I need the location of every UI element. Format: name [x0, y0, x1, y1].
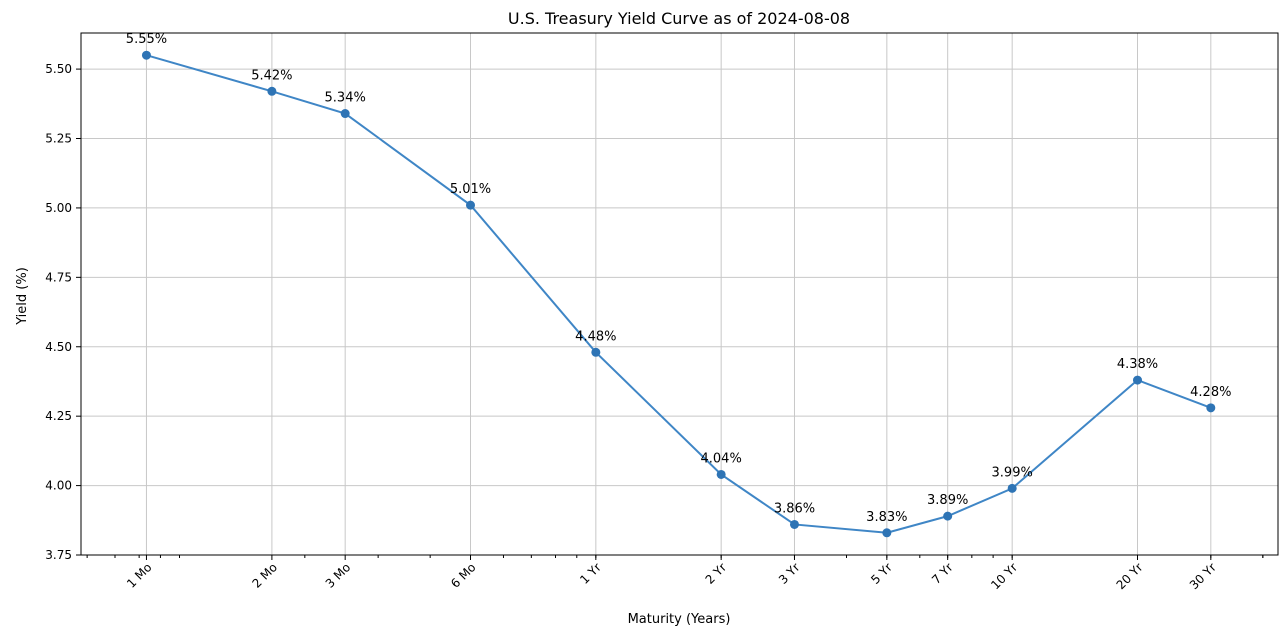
y-tick-label: 5.25: [45, 132, 72, 146]
y-tick-label: 4.50: [45, 340, 72, 354]
data-label: 5.01%: [450, 182, 491, 197]
grid: [81, 33, 1278, 556]
x-axis-ticks: 1 Mo 2 Mo 3 Mo 6 Mo 1 Yr 2 Yr 3 Yr 5 Yr 7 Yr 10 Y…: [86, 555, 1264, 592]
x-tick-label: 6 Mo: [448, 560, 479, 591]
data-label: 4.48%: [575, 329, 616, 344]
data-label: 3.86%: [774, 501, 815, 516]
series-yield: [141, 50, 1216, 538]
data-labels: 5.55% 5.42% 5.34% 5.01% 4.48% 4.04% 3.86% 3.83%…: [126, 32, 1232, 525]
x-tick-label: 5 Yr: [868, 560, 895, 587]
x-tick-label: 20 Yr: [1114, 560, 1146, 592]
x-tick-label: 1 Yr: [577, 560, 604, 587]
data-point: [466, 200, 476, 210]
x-axis-label: Maturity (Years): [628, 612, 731, 627]
data-label: 4.28%: [1190, 385, 1231, 400]
data-point: [716, 469, 726, 479]
y-axis-label: Yield (%): [15, 267, 30, 326]
data-point: [1007, 483, 1017, 493]
data-point: [340, 109, 350, 119]
data-point: [591, 347, 601, 357]
y-tick-label: 4.75: [45, 270, 72, 284]
data-label: 5.55%: [126, 32, 167, 47]
y-tick-label: 4.00: [45, 479, 72, 493]
data-point: [267, 86, 277, 96]
x-tick-label: 2 Yr: [703, 560, 730, 587]
x-tick-label: 2 Mo: [249, 560, 280, 591]
data-label: 4.04%: [701, 451, 742, 466]
data-label: 5.34%: [325, 91, 366, 106]
x-tick-label: 3 Mo: [323, 560, 354, 591]
data-point: [141, 50, 151, 60]
x-tick-label: 30 Yr: [1187, 560, 1219, 592]
plot-area: [80, 32, 1279, 556]
series-line: [146, 54, 1212, 534]
data-label: 3.99%: [992, 465, 1033, 480]
y-tick-label: 5.50: [45, 62, 72, 76]
x-tick-label: 10 Yr: [988, 560, 1020, 592]
y-tick-label: 4.25: [45, 409, 72, 423]
data-point: [1206, 403, 1216, 413]
chart-title: U.S. Treasury Yield Curve as of 2024-08-…: [508, 9, 850, 28]
y-tick-label: 5.00: [45, 201, 72, 215]
data-label: 4.38%: [1117, 357, 1158, 372]
y-tick-label: 3.75: [45, 548, 72, 562]
x-tick-label: 1 Mo: [124, 560, 155, 591]
data-label: 5.42%: [251, 68, 292, 83]
data-point: [789, 519, 799, 529]
x-tick-label: 7 Yr: [929, 560, 956, 587]
data-label: 3.89%: [927, 493, 968, 508]
data-point: [1133, 375, 1143, 385]
y-axis-ticks: 3.75 4.00 4.25 4.50 4.75 5.00 5.25 5.50: [45, 62, 81, 562]
x-tick-label: 3 Yr: [776, 560, 803, 587]
data-label: 3.83%: [866, 510, 907, 525]
data-point: [943, 511, 953, 521]
data-point: [882, 528, 892, 538]
